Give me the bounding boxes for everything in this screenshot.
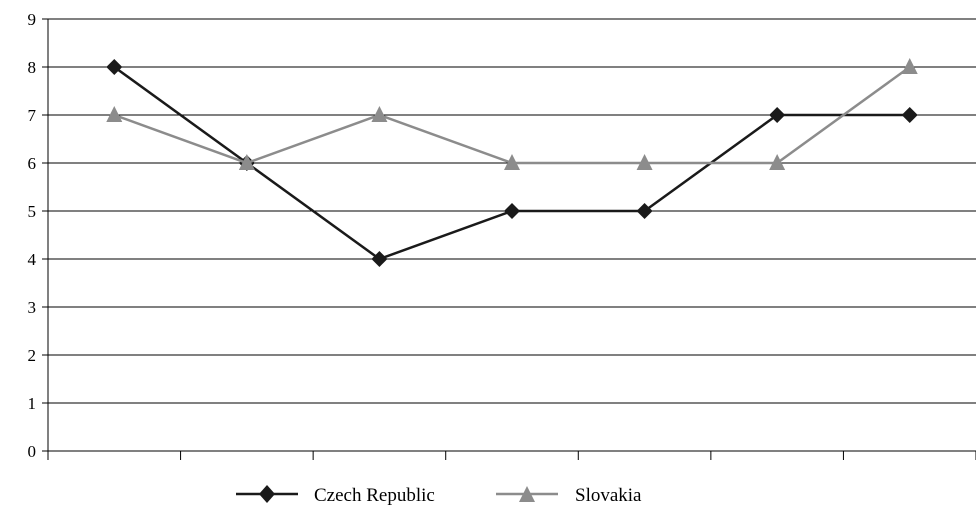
data-point-slovakia [504, 154, 520, 170]
x-axis [47, 451, 976, 460]
gridlines [42, 18, 976, 452]
series-slovakia [106, 58, 918, 170]
legend-label-slovakia: Slovakia [575, 485, 642, 506]
y-tick-label: 3 [28, 298, 37, 317]
data-point-czech-republic [371, 251, 388, 267]
data-point-czech-republic [106, 59, 123, 75]
y-tick-label: 1 [28, 394, 37, 413]
y-tick-label: 5 [28, 202, 37, 221]
data-point-slovakia [636, 154, 653, 170]
data-point-slovakia [238, 154, 255, 170]
y-tick-label: 2 [28, 346, 37, 365]
y-tick-label: 8 [28, 58, 37, 77]
legend-label-czech-republic: Czech Republic [314, 485, 435, 506]
data-point-czech-republic [504, 203, 520, 219]
y-tick-label: 7 [28, 106, 37, 125]
data-point-czech-republic [769, 107, 786, 123]
series-layer [106, 58, 918, 267]
legend: Czech Republic Slovakia [236, 485, 642, 506]
data-point-slovakia [901, 58, 918, 74]
data-point-czech-republic [636, 203, 653, 219]
y-tick-label: 4 [28, 250, 37, 269]
legend-item-slovakia: Slovakia [496, 485, 642, 506]
y-axis: 0 1 2 3 4 5 6 7 8 9 [28, 10, 49, 461]
data-point-slovakia [371, 106, 388, 122]
data-point-slovakia [769, 154, 786, 170]
y-tick-label: 0 [28, 442, 37, 461]
diamond-marker-icon [259, 485, 275, 503]
triangle-marker-icon [519, 486, 535, 502]
data-point-czech-republic [901, 107, 918, 123]
y-tick-label: 9 [28, 10, 37, 29]
legend-item-czech-republic: Czech Republic [236, 485, 435, 506]
y-tick-label: 6 [28, 154, 37, 173]
data-point-slovakia [106, 106, 123, 122]
